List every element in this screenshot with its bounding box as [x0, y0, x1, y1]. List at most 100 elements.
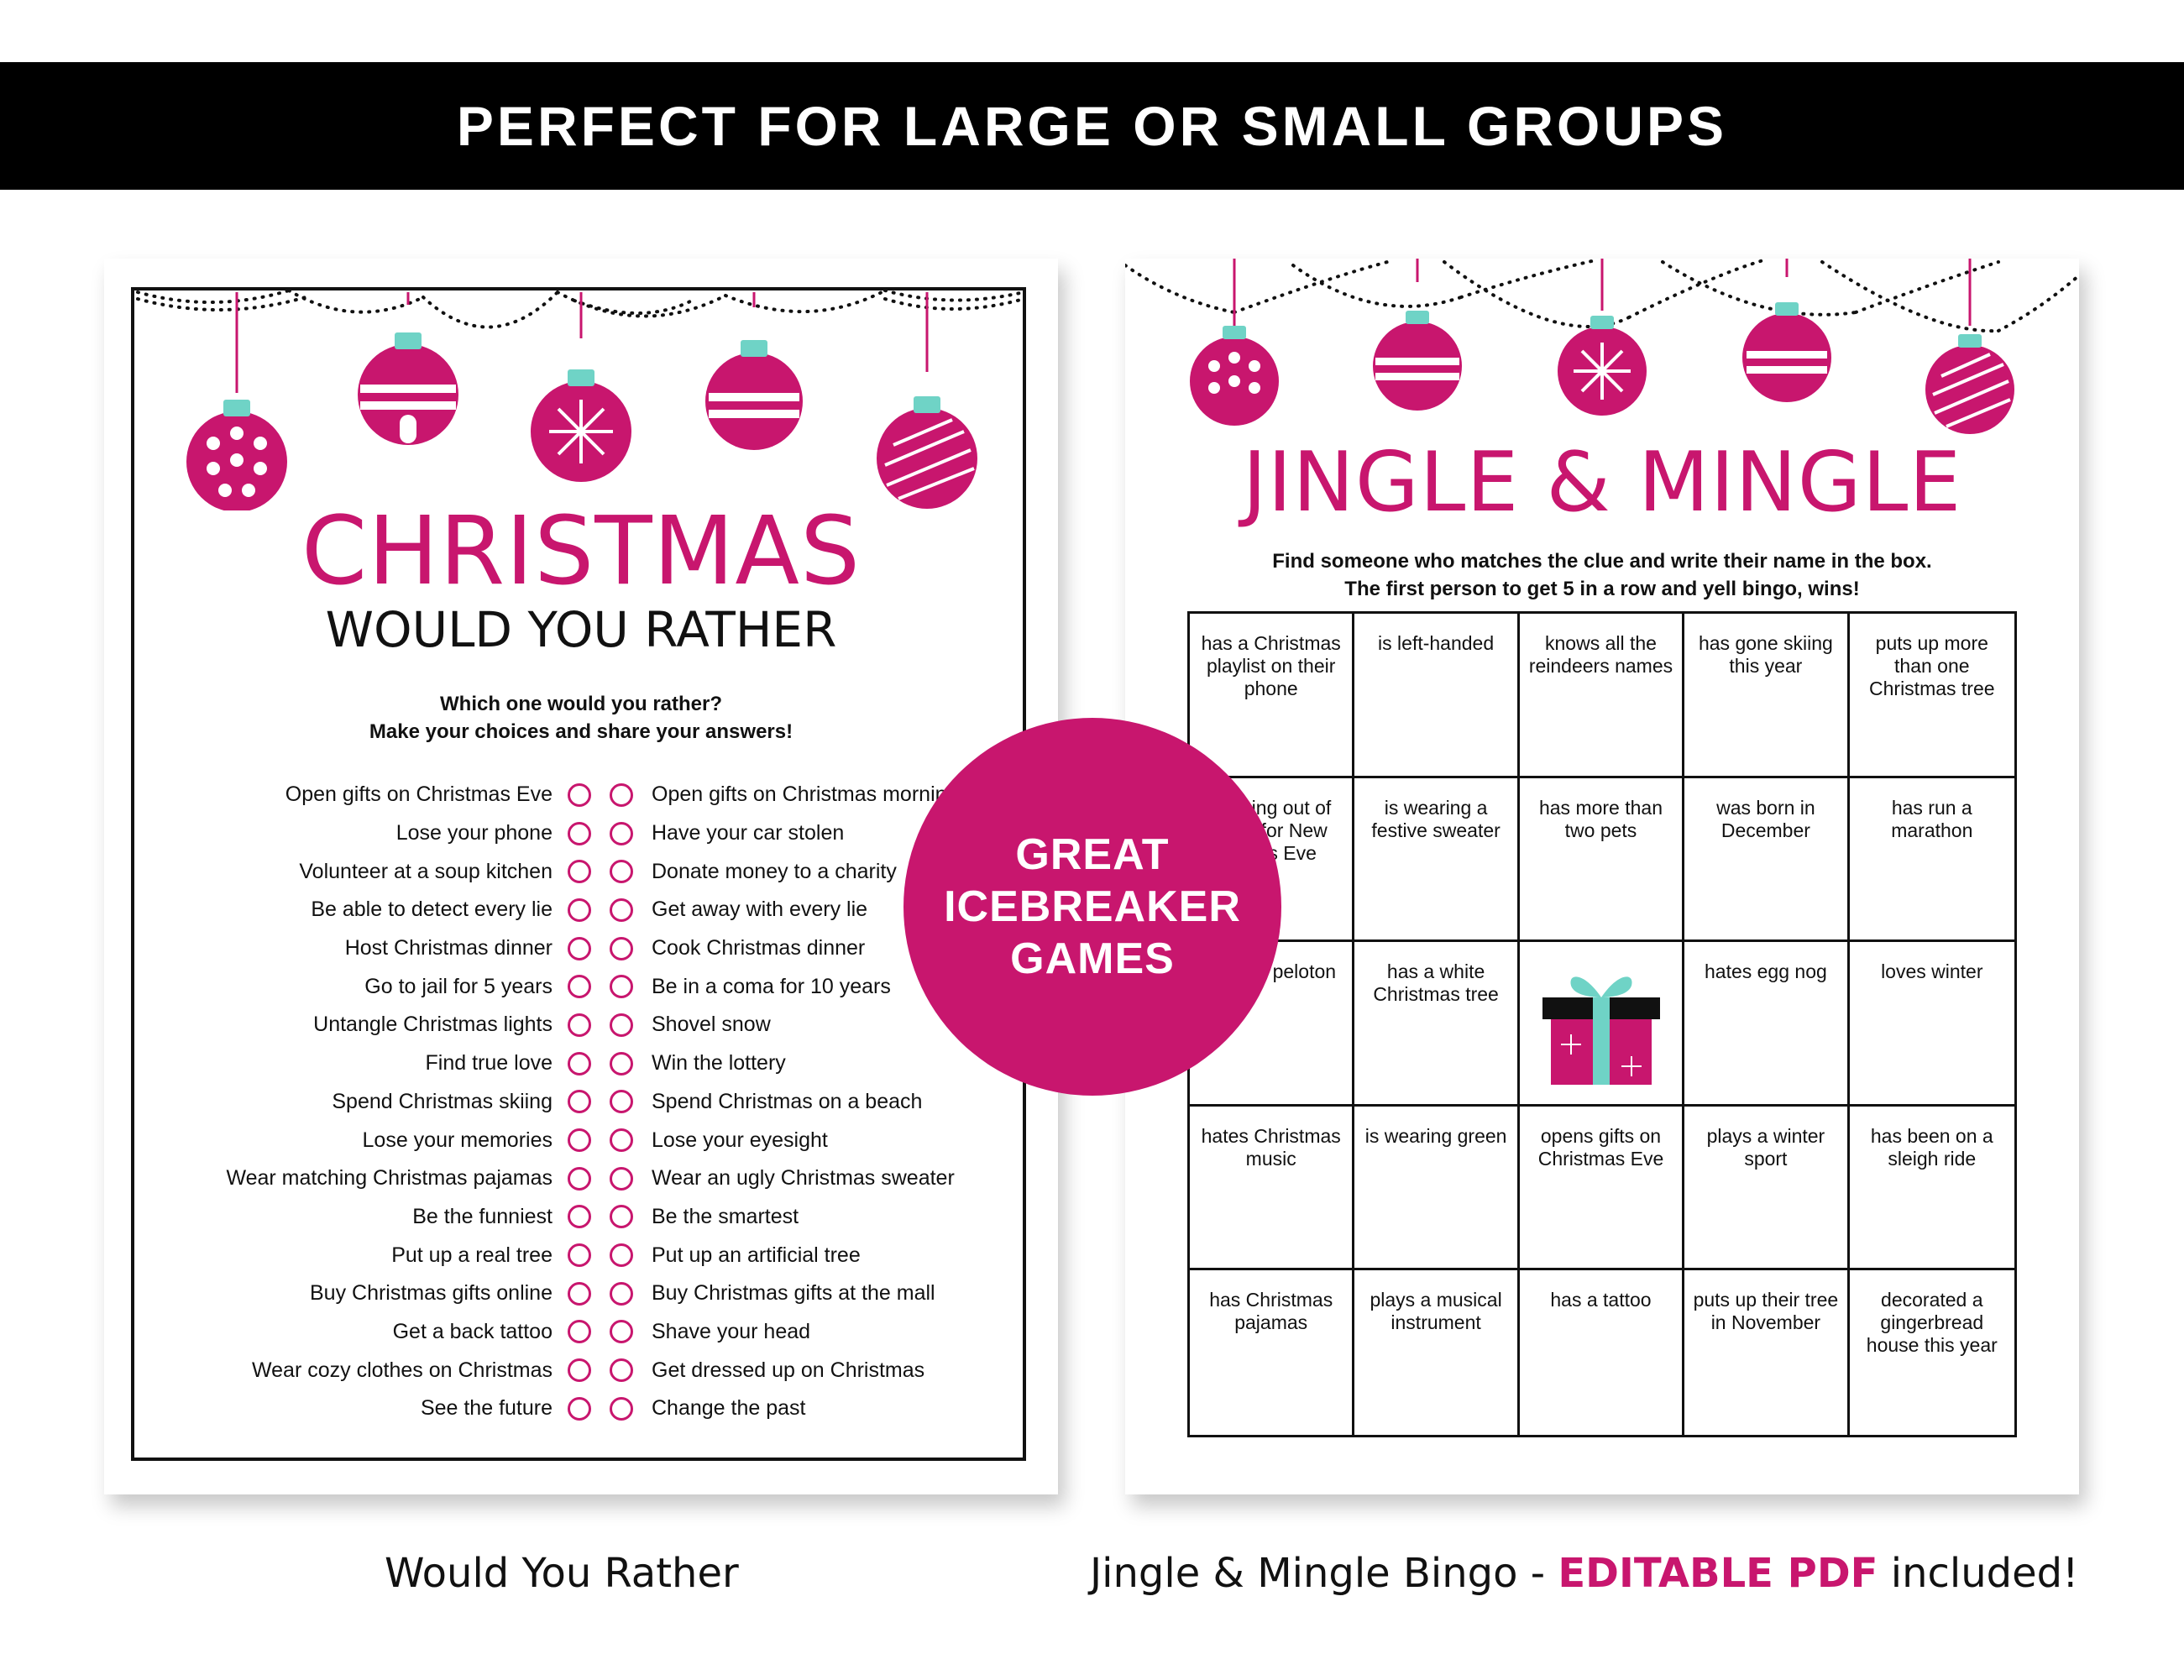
choice-circle-right[interactable]: [610, 1358, 633, 1383]
choice-circle-right[interactable]: [610, 1320, 633, 1344]
bingo-cell[interactable]: plays a winter sport: [1684, 1106, 1850, 1271]
choice-circle-left[interactable]: [568, 975, 591, 999]
bingo-cell[interactable]: hates egg nog: [1684, 942, 1850, 1107]
wyr-option-right: Buy Christmas gifts at the mall: [652, 1281, 935, 1306]
bingo-cell[interactable]: is left-handed: [1354, 614, 1520, 778]
choice-circle-left[interactable]: [568, 821, 591, 845]
wyr-row: Wear cozy clothes on Christmas Get dresse…: [138, 1351, 1028, 1390]
bingo-cell[interactable]: knows all the reindeers names: [1519, 614, 1685, 778]
wyr-choice-list: Open gifts on Christmas Eve Open gifts on…: [138, 776, 1028, 1428]
wyr-option-right: Win the lottery: [652, 1051, 786, 1076]
wyr-row: Untangle Christmas lights Shovel snow: [138, 1006, 1028, 1044]
badge-line: GREAT: [1015, 830, 1170, 879]
wyr-option-right: Spend Christmas on a beach: [652, 1089, 923, 1113]
wyr-option-left: Wear matching Christmas pajamas: [226, 1166, 553, 1191]
wyr-instruction-line: Which one would you rather?: [440, 693, 722, 715]
wyr-row: Buy Christmas gifts online Buy Christmas …: [138, 1274, 1028, 1313]
choice-circle-left[interactable]: [568, 1013, 591, 1037]
wyr-option-left: Host Christmas dinner: [344, 936, 553, 960]
bingo-cell[interactable]: decorated a gingerbread house this year: [1866, 1289, 1998, 1357]
choice-circle-left[interactable]: [568, 1358, 591, 1383]
choice-circle-right[interactable]: [610, 821, 633, 845]
choice-circle-right[interactable]: [610, 1281, 633, 1306]
choice-circle-left[interactable]: [568, 936, 591, 960]
jm-title: JINGLE & MINGLE: [1242, 435, 1962, 531]
ornament-garland: [136, 289, 1025, 510]
bingo-cell[interactable]: has more than two pets: [1519, 777, 1685, 943]
wyr-row: Go to jail for 5 years Be in a coma for 1…: [138, 967, 1028, 1006]
wyr-option-right: Shave your head: [652, 1319, 811, 1343]
wyr-option-left: Lose your memories: [362, 1128, 553, 1152]
choice-circle-left[interactable]: [568, 1128, 591, 1153]
choice-circle-right[interactable]: [610, 1166, 633, 1191]
icebreaker-badge: GREAT ICEBREAKER GAMES: [903, 718, 1281, 1096]
bingo-cell[interactable]: has run a marathon: [1849, 778, 2014, 943]
choice-circle-right[interactable]: [610, 1013, 633, 1037]
wyr-option-right: Have your car stolen: [652, 821, 845, 845]
choice-circle-right[interactable]: [610, 860, 633, 884]
wyr-row: Wear matching Christmas pajamas Wear an u…: [138, 1159, 1028, 1198]
choice-circle-left[interactable]: [568, 860, 591, 884]
wyr-title: CHRISTMAS: [301, 497, 862, 606]
choice-circle-left[interactable]: [568, 1205, 591, 1229]
bingo-cell[interactable]: puts up more than one Christmas tree: [1849, 614, 2014, 778]
choice-circle-right[interactable]: [610, 1090, 633, 1114]
choice-circle-left[interactable]: [568, 782, 591, 807]
wyr-option-left: Volunteer at a soup kitchen: [299, 859, 553, 883]
bingo-cell[interactable]: is wearing green: [1354, 1106, 1520, 1271]
choice-circle-right[interactable]: [610, 975, 633, 999]
bingo-cell[interactable]: plays a musical instrument: [1354, 1270, 1520, 1435]
wyr-option-left: Go to jail for 5 years: [364, 974, 553, 998]
choice-circle-left[interactable]: [568, 1051, 591, 1076]
wyr-option-left: Buy Christmas gifts online: [309, 1281, 553, 1306]
choice-circle-right[interactable]: [610, 1205, 633, 1229]
bingo-cell[interactable]: hates Christmas music: [1190, 1106, 1355, 1271]
choice-circle-right[interactable]: [610, 1051, 633, 1076]
wyr-option-left: Get a back tattoo: [392, 1319, 553, 1343]
wyr-row: Spend Christmas skiing Spend Christmas on…: [138, 1083, 1028, 1122]
jm-instruction-line: The first person to get 5 in a row and y…: [1344, 578, 1860, 600]
caption-accent: EDITABLE PDF: [1558, 1550, 1878, 1597]
bingo-cell[interactable]: has a tattoo: [1520, 1270, 1685, 1435]
choice-circle-left[interactable]: [568, 1281, 591, 1306]
choice-circle-right[interactable]: [610, 1396, 633, 1421]
caption-suffix: included!: [1878, 1550, 2079, 1597]
choice-circle-left[interactable]: [568, 1320, 591, 1344]
choice-circle-left[interactable]: [568, 1243, 591, 1268]
wyr-option-left: Open gifts on Christmas Eve: [285, 782, 553, 807]
bingo-cell[interactable]: opens gifts on Christmas Eve: [1519, 1106, 1685, 1271]
bingo-cell[interactable]: was born in December: [1684, 777, 1850, 943]
bingo-cell[interactable]: has a white Christmas tree: [1354, 942, 1520, 1107]
choice-circle-left[interactable]: [568, 1166, 591, 1191]
jm-instruction-line: Find someone who matches the clue and wr…: [1272, 550, 1932, 573]
wyr-row: Find true love Win the lottery: [138, 1044, 1028, 1083]
wyr-option-left: Be able to detect every lie: [311, 898, 553, 922]
wyr-row: Lose your memories Lose your eyesight: [138, 1121, 1028, 1159]
wyr-option-right: Put up an artificial tree: [652, 1243, 861, 1267]
choice-circle-right[interactable]: [610, 936, 633, 960]
bingo-free-space[interactable]: [1519, 942, 1685, 1107]
bingo-cell[interactable]: has been on a sleigh ride: [1849, 1107, 2014, 1271]
bingo-cell[interactable]: is wearing a festive sweater: [1354, 777, 1520, 943]
wyr-option-right: Change the past: [652, 1396, 806, 1421]
wyr-option-left: Find true love: [425, 1051, 553, 1076]
wyr-option-right: Shovel snow: [652, 1013, 771, 1037]
bingo-cell[interactable]: has Christmas pajamas: [1190, 1270, 1355, 1435]
wyr-row: Get a back tattoo Shave your head: [138, 1313, 1028, 1352]
wyr-option-left: Untangle Christmas lights: [313, 1013, 553, 1037]
wyr-option-right: Be in a coma for 10 years: [652, 974, 891, 998]
choice-circle-right[interactable]: [610, 1128, 633, 1153]
bingo-cell[interactable]: loves winter: [1849, 942, 2014, 1107]
choice-circle-left[interactable]: [568, 1396, 591, 1421]
choice-circle-left[interactable]: [568, 1090, 591, 1114]
bingo-cell[interactable]: puts up their tree in November: [1684, 1270, 1850, 1435]
wyr-option-right: Wear an ugly Christmas sweater: [652, 1166, 955, 1191]
bingo-cell[interactable]: has gone skiing this year: [1684, 614, 1850, 778]
wyr-instruction-line: Make your choices and share your answers…: [369, 720, 793, 743]
choice-circle-left[interactable]: [568, 898, 591, 922]
jingle-mingle-sheet: JINGLE & MINGLE Find someone who matches…: [1125, 259, 2079, 1494]
choice-circle-right[interactable]: [610, 898, 633, 922]
bingo-cell[interactable]: has a Christmas playlist on their phone: [1190, 614, 1355, 778]
choice-circle-right[interactable]: [610, 782, 633, 807]
choice-circle-right[interactable]: [610, 1243, 633, 1268]
